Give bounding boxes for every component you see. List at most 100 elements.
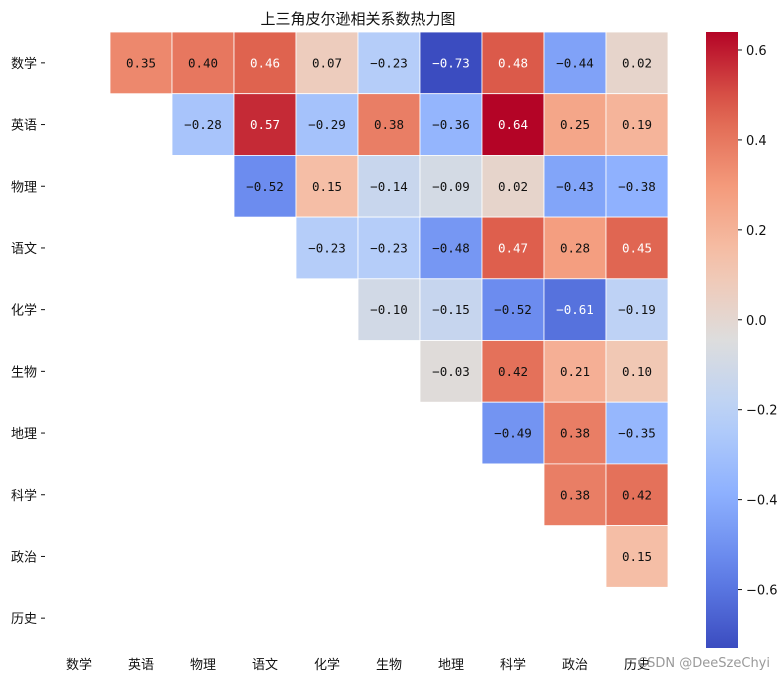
x-tick-label: 物理 <box>190 658 216 673</box>
cell-value-label: 0.38 <box>560 426 590 441</box>
cell-value-label: 0.42 <box>622 487 652 502</box>
cell-value-label: −0.09 <box>432 179 470 194</box>
y-tick-label: 物理 <box>11 180 37 195</box>
heatmap-cell <box>543 93 607 156</box>
colorbar-tick-label: 0.2 <box>746 224 767 239</box>
heatmap-cells: 0.35 0.40 0.46 0.07 −0.23 −0.73 0.48 −0.44 0.02 −… <box>109 31 669 588</box>
heatmap-cell <box>295 93 359 156</box>
cell-value-label: 0.42 <box>498 364 528 379</box>
cell-value-label: 0.48 <box>498 55 528 70</box>
colorbar-tick-label: −0.4 <box>746 494 778 509</box>
x-tick-label: 地理 <box>438 658 464 673</box>
colorbar-tick-label: 0.4 <box>746 134 767 149</box>
heatmap-cell <box>605 340 669 403</box>
heatmap-cell <box>605 401 669 465</box>
cell-value-label: 0.28 <box>560 240 590 255</box>
cell-value-label: −0.28 <box>184 117 222 132</box>
y-tick-label: 地理 <box>11 427 37 442</box>
y-tick-label: 语文 <box>11 242 37 257</box>
heatmap-cell <box>605 93 669 156</box>
cell-value-label: 0.19 <box>622 117 652 132</box>
cell-value-label: −0.23 <box>370 55 408 70</box>
heatmap-cell <box>295 31 359 95</box>
y-tick-label: 数学 <box>11 56 37 72</box>
cell-value-label: 0.64 <box>498 117 528 132</box>
heatmap-cell <box>543 463 607 526</box>
cell-value-label: −0.10 <box>370 302 408 317</box>
cell-value-label: 0.46 <box>250 55 280 70</box>
cell-value-label: 0.38 <box>374 117 404 132</box>
cell-value-label: −0.38 <box>618 179 656 194</box>
cell-value-label: −0.29 <box>308 117 346 132</box>
heatmap-cell <box>605 154 669 218</box>
heatmap-cell <box>357 154 421 218</box>
heatmap-cell <box>171 31 235 95</box>
heatmap-cell <box>543 340 607 403</box>
y-tick-label: 英语 <box>11 119 37 134</box>
y-tick-label: 科学 <box>11 488 37 504</box>
cell-value-label: −0.43 <box>556 179 594 194</box>
cell-value-label: 0.15 <box>622 549 652 564</box>
chart-title: 上三角皮尔逊相关系数热力图 <box>260 10 455 28</box>
cell-value-label: −0.61 <box>556 302 594 317</box>
colorbar-gradient <box>706 32 738 648</box>
heatmap-cell <box>419 216 483 280</box>
cell-value-label: −0.36 <box>432 117 470 132</box>
cell-value-label: −0.52 <box>246 179 284 194</box>
colorbar-tick-label: −0.2 <box>746 404 778 419</box>
heatmap-cell <box>605 525 669 588</box>
cell-value-label: −0.48 <box>432 240 470 255</box>
cell-value-label: 0.45 <box>622 240 652 255</box>
y-tick-label: 化学 <box>11 303 37 319</box>
cell-value-label: −0.44 <box>556 55 594 70</box>
x-tick-label: 数学 <box>66 657 92 673</box>
colorbar-tick-label: 0.0 <box>746 314 767 329</box>
x-axis-tick-labels: 数学 英语 物理 语文 化学 生物 地理 科学 政治 历史 <box>66 657 650 673</box>
x-tick-label: 化学 <box>314 657 340 673</box>
cell-value-label: −0.14 <box>370 179 408 194</box>
heatmap-cell <box>481 340 545 403</box>
cell-value-label: −0.15 <box>432 302 470 317</box>
y-tick-label: 政治 <box>11 550 37 565</box>
y-tick-label: 生物 <box>11 365 37 380</box>
cell-value-label: −0.03 <box>432 364 470 379</box>
heatmap-cell <box>295 216 359 280</box>
cell-value-label: 0.02 <box>498 179 528 194</box>
heatmap-cell <box>543 216 607 280</box>
heatmap-cell <box>357 31 421 95</box>
heatmap-cell <box>419 154 483 218</box>
cell-value-label: −0.73 <box>432 55 470 70</box>
x-tick-label: 科学 <box>500 657 526 673</box>
cell-value-label: 0.07 <box>312 55 342 70</box>
heatmap-cell <box>419 31 483 95</box>
cell-value-label: −0.23 <box>370 240 408 255</box>
heatmap-cell <box>605 463 669 526</box>
colorbar-tick-label: 0.6 <box>746 44 767 59</box>
cell-value-label: −0.23 <box>308 240 346 255</box>
heatmap-cell <box>233 31 297 95</box>
x-tick-label: 政治 <box>562 658 588 673</box>
cell-value-label: 0.38 <box>560 487 590 502</box>
y-tick-label: 历史 <box>11 612 37 627</box>
heatmap-cell <box>357 93 421 156</box>
heatmap-cell <box>295 154 359 218</box>
cell-value-label: 0.15 <box>312 179 342 194</box>
heatmap-cell <box>233 154 297 218</box>
x-tick-label: 英语 <box>128 658 154 673</box>
colorbar-tick-label: −0.6 <box>746 584 778 599</box>
heatmap-cell <box>543 154 607 218</box>
colorbar: 0.6 0.4 0.2 0.0 −0.2 −0.4 −0.6 <box>706 32 778 648</box>
cell-value-label: −0.35 <box>618 426 656 441</box>
heatmap-cell <box>481 216 545 280</box>
x-tick-label: 生物 <box>376 658 402 673</box>
cell-value-label: −0.49 <box>494 426 532 441</box>
x-tick-label: 历史 <box>624 658 650 673</box>
heatmap-cell <box>605 216 669 280</box>
cell-value-label: −0.52 <box>494 302 532 317</box>
cell-value-label: 0.21 <box>560 364 590 379</box>
heatmap-cell <box>543 31 607 95</box>
watermark-text: CSDN @DeeSzeChyi <box>638 656 770 671</box>
heatmap-cell <box>605 278 669 341</box>
